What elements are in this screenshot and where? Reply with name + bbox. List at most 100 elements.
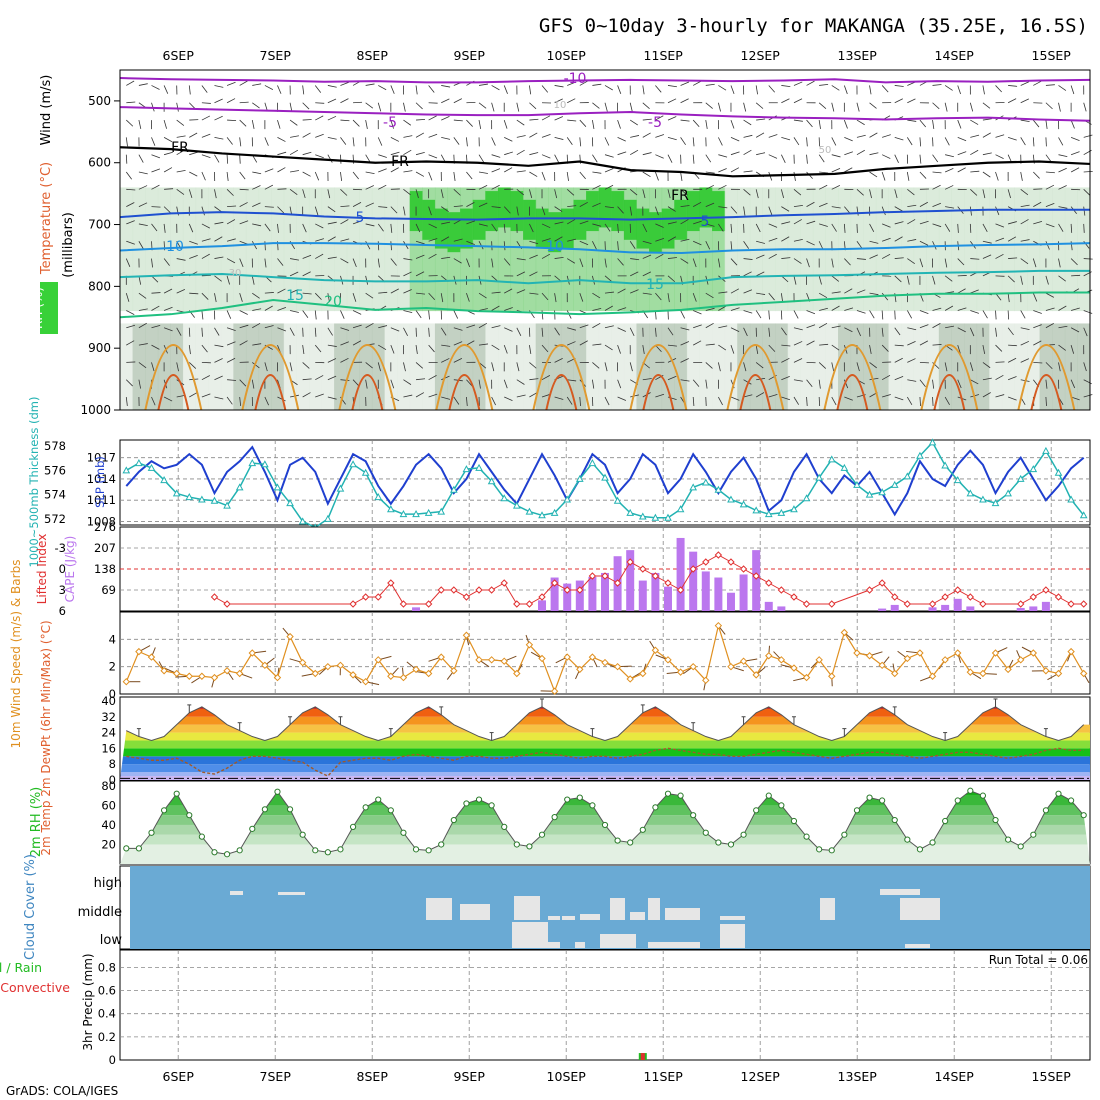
wind-barb bbox=[441, 221, 451, 225]
wind-speed-point bbox=[1054, 669, 1063, 678]
precip-tick-label: 0 bbox=[109, 1053, 116, 1067]
wind-barb bbox=[151, 344, 160, 350]
wind-axis: 024 bbox=[109, 632, 116, 701]
wind-speed-point bbox=[941, 656, 949, 664]
wind-barb bbox=[932, 202, 942, 207]
wind-barb bbox=[327, 189, 331, 199]
wind-barb bbox=[327, 375, 337, 381]
wind-barb bbox=[957, 85, 961, 95]
thickness-point bbox=[248, 459, 257, 467]
rh-patch-high bbox=[649, 212, 663, 253]
lifted-point bbox=[538, 593, 546, 601]
wind-barb bbox=[957, 167, 966, 173]
rh-contour-label: 50 bbox=[819, 145, 832, 156]
rh-patch-low bbox=[447, 323, 461, 410]
thickness-point bbox=[500, 494, 509, 502]
wind-barb bbox=[516, 149, 525, 156]
wind-barb bbox=[1020, 171, 1023, 181]
rh-band bbox=[120, 834, 1090, 845]
wind-barb bbox=[138, 154, 144, 163]
wind-barb bbox=[693, 310, 702, 315]
wind-barb bbox=[692, 154, 695, 164]
wind-speed-point bbox=[513, 669, 521, 678]
wind-barb bbox=[541, 375, 551, 381]
rh-series bbox=[123, 787, 1087, 858]
wind-barb bbox=[529, 254, 538, 259]
pressure-tick-label: 700 bbox=[88, 218, 111, 232]
wind-barb bbox=[730, 396, 740, 401]
wind-barb bbox=[327, 358, 337, 363]
wind-speed-point bbox=[639, 669, 647, 678]
thickness-point bbox=[324, 514, 332, 522]
rh-point bbox=[463, 800, 470, 807]
wind-barb bbox=[957, 307, 967, 311]
thickness-point bbox=[1054, 468, 1063, 476]
lifted-point bbox=[387, 579, 395, 587]
wind-speed-point bbox=[613, 662, 622, 671]
wind-barb bbox=[138, 308, 148, 311]
cape-tick-label: 276 bbox=[94, 520, 116, 534]
wind-barb bbox=[604, 206, 614, 209]
wind-barb bbox=[579, 80, 588, 86]
wind-barb bbox=[516, 188, 525, 196]
wind-barb bbox=[138, 362, 147, 369]
wind-barb bbox=[1033, 362, 1043, 364]
wind-barb bbox=[327, 327, 333, 336]
wind-barb bbox=[881, 85, 889, 93]
wind-barb bbox=[617, 396, 627, 401]
li-tick-label: 3 bbox=[59, 583, 66, 597]
cape-bar bbox=[714, 577, 723, 611]
wind-barb bbox=[188, 189, 193, 199]
wind-barb bbox=[680, 171, 683, 181]
thickness-point bbox=[966, 489, 975, 497]
wind-barb bbox=[478, 241, 484, 250]
rh-band bbox=[120, 824, 1090, 835]
wind-barb bbox=[214, 221, 224, 225]
wind-barb bbox=[579, 324, 589, 329]
precip-tick-label: 0.2 bbox=[98, 1030, 116, 1044]
wind-barb bbox=[970, 310, 979, 314]
wind-barb bbox=[428, 115, 437, 121]
temperature-axis-label: Temperature (°C) bbox=[39, 162, 54, 275]
isotherm-label: 15 bbox=[646, 277, 664, 293]
wind-barb bbox=[806, 379, 813, 387]
lifted-point bbox=[576, 586, 584, 594]
wind-barb bbox=[466, 220, 476, 225]
wind-barb bbox=[806, 258, 810, 268]
wind-speed-point bbox=[412, 665, 420, 674]
wind-barb bbox=[730, 344, 735, 354]
wind-barb bbox=[403, 271, 412, 277]
thickness-point bbox=[790, 505, 798, 513]
isotherm-label: 10 bbox=[546, 239, 564, 255]
thickness-point bbox=[160, 476, 168, 484]
wind-barb bbox=[428, 292, 436, 301]
lifted-point bbox=[689, 565, 697, 573]
rh-patch bbox=[296, 187, 310, 312]
wind-barb bbox=[869, 310, 875, 319]
wind-barb bbox=[781, 206, 790, 212]
wind-barb bbox=[629, 189, 638, 196]
wind-barb bbox=[138, 185, 148, 190]
wind-barb bbox=[629, 362, 633, 372]
wind-barb bbox=[126, 324, 136, 329]
wind-barb bbox=[378, 344, 387, 351]
rh-point bbox=[148, 829, 155, 836]
wind-barb bbox=[277, 307, 287, 311]
surface-isotherm bbox=[629, 344, 688, 411]
rh-point bbox=[601, 821, 609, 829]
wind-barb bbox=[1070, 85, 1075, 95]
wind-barb bbox=[680, 341, 689, 346]
wind-barb bbox=[126, 80, 135, 86]
wind-barb bbox=[843, 85, 848, 95]
rh-patch-low bbox=[674, 323, 688, 410]
thickness-point bbox=[928, 438, 937, 446]
thickness-point bbox=[286, 499, 294, 507]
wind-barb bbox=[755, 362, 764, 369]
wind-barb bbox=[579, 293, 584, 302]
wind-barb bbox=[352, 324, 362, 329]
wind-barb bbox=[680, 258, 689, 264]
wind-barb bbox=[1033, 340, 1042, 346]
wind-barb bbox=[806, 310, 816, 315]
wind-barb bbox=[667, 221, 677, 225]
wind-speed-point bbox=[235, 669, 244, 678]
